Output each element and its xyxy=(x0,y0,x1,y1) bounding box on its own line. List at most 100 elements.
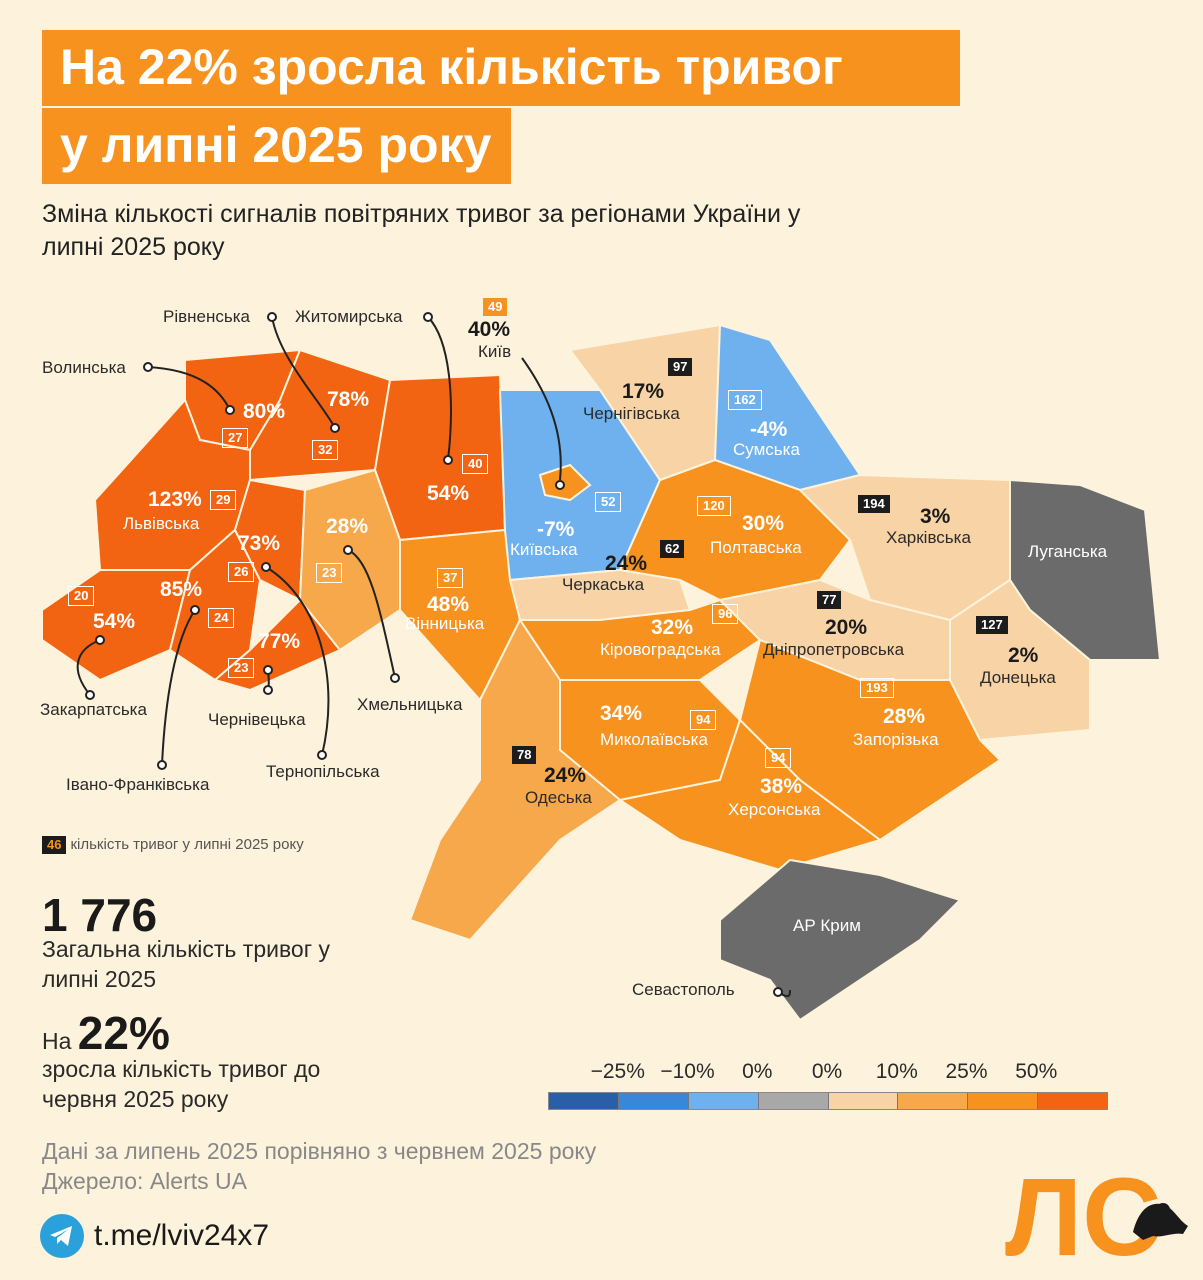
count-legend-text: кількість тривог у липні 2025 року xyxy=(70,836,304,853)
label-volynska: Волинська xyxy=(42,358,126,377)
label-kharkivska: Харківська xyxy=(886,528,971,547)
total-value: 1 776 xyxy=(42,889,158,941)
label-ivano-frankivska: Івано-Франківська xyxy=(66,775,210,794)
scale-label: −10% xyxy=(660,1060,715,1083)
count-lvivska: 29 xyxy=(210,490,237,510)
scale-label: 50% xyxy=(1015,1060,1058,1083)
count-vinnytska: 37 xyxy=(437,568,464,588)
label-kyivska: Київська xyxy=(510,540,578,559)
count-chernivetska: 23 xyxy=(228,658,255,678)
count-odeska: 78 xyxy=(512,746,537,764)
pct-zhytomyrska: 54% xyxy=(427,482,470,505)
pct-chernihivska: 17% xyxy=(622,380,665,403)
label-khmelnytska: Хмельницька xyxy=(357,695,463,714)
count-chernihivska: 97 xyxy=(668,358,693,376)
label-cherkaska: Черкаська xyxy=(562,575,645,594)
label-luhanska: Луганська xyxy=(1028,542,1108,561)
pct-mykolaivska: 34% xyxy=(600,702,643,725)
scale-label: 10% xyxy=(875,1060,918,1083)
pct-volynska: 80% xyxy=(243,400,286,423)
pct-zaporizka: 28% xyxy=(883,705,926,728)
scale-swatch xyxy=(549,1093,619,1109)
brand-logo: ЛС xyxy=(1005,1150,1195,1279)
region-kyiv-city xyxy=(538,463,592,502)
pct-sumska: -4% xyxy=(750,418,788,441)
count-ternopilska: 26 xyxy=(228,562,255,582)
count-kyiv: 49 xyxy=(483,298,508,316)
label-zaporizka: Запорізька xyxy=(853,730,939,749)
label-crimea: АР Крим xyxy=(793,916,861,935)
label-zhytomyrska: Житомирська xyxy=(295,307,403,326)
label-lvivska: Львівська xyxy=(123,514,200,533)
scale-swatch xyxy=(758,1093,829,1109)
scale-swatch xyxy=(618,1093,689,1109)
scale-label: 0% xyxy=(811,1060,843,1083)
color-scale-bar xyxy=(548,1092,1108,1110)
region-khersonska xyxy=(617,718,883,872)
label-kirovohradska: Кіровоградська xyxy=(600,640,721,659)
label-chernivetska: Чернівецька xyxy=(208,710,306,729)
label-chernihivska: Чернігівська xyxy=(583,404,680,423)
count-khersonska: 94 xyxy=(765,748,792,768)
count-zhytomyrska: 40 xyxy=(462,454,489,474)
pct-donetska: 2% xyxy=(1008,644,1039,667)
subtitle: Зміна кількості сигналів повітряних трив… xyxy=(42,200,801,261)
pct-chernivetska: 77% xyxy=(258,630,301,653)
pct-ternopilska: 73% xyxy=(238,532,281,555)
scale-swatch xyxy=(968,1093,1039,1109)
label-donetska: Донецька xyxy=(980,668,1056,687)
count-rivnenska: 32 xyxy=(312,440,339,460)
scale-label: 0% xyxy=(742,1060,773,1083)
label-sumska: Сумська xyxy=(733,440,800,459)
pct-khmelnytska: 28% xyxy=(326,515,369,538)
pct-rivnenska: 78% xyxy=(327,388,370,411)
growth-row: На 22% xyxy=(42,1006,170,1060)
color-scale-labels: −25% −10% 0% 0% 10% 25% 50% xyxy=(548,1060,1106,1090)
pct-zakarpatska: 54% xyxy=(93,610,136,633)
pct-cherkaska: 24% xyxy=(605,552,648,575)
count-legend-sample: 46 xyxy=(42,836,67,854)
title-line-1: На 22% зросла кількість тривог xyxy=(42,30,960,106)
count-kirovohradska: 96 xyxy=(712,604,739,624)
label-odeska: Одеська xyxy=(525,788,592,807)
footer-source: Джерело: Alerts UA xyxy=(42,1168,247,1194)
label-dnipropetrovska: Дніпропетровська xyxy=(763,640,905,659)
count-zakarpatska: 20 xyxy=(68,586,95,606)
pct-kyivska: -7% xyxy=(537,518,575,541)
label-kyiv: Київ xyxy=(478,342,512,361)
pct-odeska: 24% xyxy=(544,764,587,787)
count-volynska: 27 xyxy=(222,428,249,448)
scale-label: −25% xyxy=(590,1060,645,1083)
pct-khersonska: 38% xyxy=(760,775,803,798)
pct-kirovohradska: 32% xyxy=(651,616,694,639)
footer-note: Дані за липень 2025 порівняно з червнем … xyxy=(42,1138,597,1164)
lion-icon xyxy=(1133,1203,1188,1240)
scale-label: 25% xyxy=(945,1060,988,1083)
growth-prefix: На xyxy=(42,1028,72,1054)
count-legend: 46 кількість тривог у липні 2025 року xyxy=(42,836,304,854)
scale-swatch xyxy=(1038,1093,1107,1109)
scale-swatch xyxy=(688,1093,759,1109)
label-ternopilska: Тернопільська xyxy=(266,762,380,781)
growth-value: 22% xyxy=(77,1007,170,1059)
telegram-link[interactable]: t.me/lviv24x7 xyxy=(38,1212,269,1260)
count-kharkivska: 194 xyxy=(858,495,890,513)
label-mykolaivska: Миколаївська xyxy=(600,730,708,749)
total-label: Загальна кількість тривог у липні 2025 xyxy=(42,936,331,992)
ukraine-map: Волинська 80% 27 Рівненська 78% 32 Житом… xyxy=(0,280,1203,1040)
label-rivnenska: Рівненська xyxy=(163,307,251,326)
growth-label: зросла кількість тривог до червня 2025 р… xyxy=(42,1056,321,1112)
label-vinnytska: Вінницька xyxy=(405,614,485,633)
pct-dnipropetrovska: 20% xyxy=(825,616,868,639)
pct-kyiv: 40% xyxy=(468,318,511,341)
count-cherkaska: 62 xyxy=(660,540,685,558)
svg-text:ЛС: ЛС xyxy=(1005,1156,1162,1270)
label-khersonska: Херсонська xyxy=(728,800,821,819)
count-mykolaivska: 94 xyxy=(690,710,717,730)
label-poltavska: Полтавська xyxy=(710,538,802,557)
count-ivano-frankivska: 24 xyxy=(208,608,235,628)
telegram-icon xyxy=(40,1214,84,1258)
count-donetska: 127 xyxy=(976,616,1008,634)
title-line-2: у липні 2025 року xyxy=(42,108,512,184)
pct-poltavska: 30% xyxy=(742,512,785,535)
